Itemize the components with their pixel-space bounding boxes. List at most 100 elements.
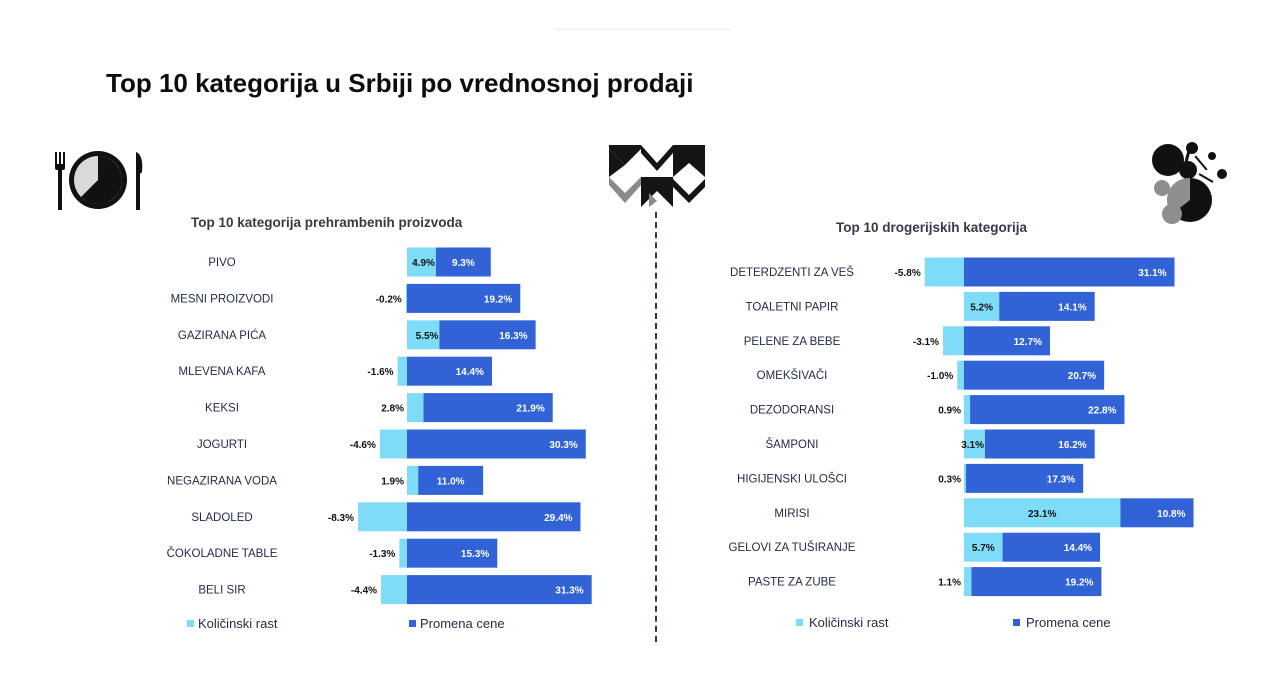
drugstore-chart-title: Top 10 drogerijskih kategorija bbox=[836, 220, 1028, 235]
food-price-bar bbox=[407, 283, 521, 313]
drug-volume-bar bbox=[964, 532, 1003, 562]
drug-volume-bar bbox=[964, 429, 985, 459]
drug-category-label: PELENE ZA BEBE bbox=[744, 336, 841, 348]
drug-volume-bar bbox=[964, 498, 1121, 528]
food-category-label: JOGURTI bbox=[197, 439, 247, 451]
drug-price-label: 10.8% bbox=[1157, 509, 1185, 520]
drug-volume-label: 3.1% bbox=[961, 440, 984, 451]
food-volume-label: 2.8% bbox=[381, 404, 404, 415]
drug-category-label: DETERDZENTI ZA VEŠ bbox=[730, 266, 854, 279]
food-price-bar bbox=[407, 356, 492, 386]
food-volume-label: 4.9% bbox=[412, 258, 435, 269]
food-price-bar bbox=[407, 502, 581, 532]
drug-price-bar bbox=[966, 463, 1084, 493]
drug-volume-bar bbox=[964, 463, 967, 493]
legend-label-volume: Količinski rast bbox=[198, 616, 278, 631]
drug-price-bar bbox=[964, 326, 1050, 356]
food-price-label: 29.4% bbox=[544, 513, 572, 524]
drug-price-bar bbox=[999, 291, 1095, 321]
food-volume-label: 1.9% bbox=[381, 476, 404, 487]
food-volume-label: -0.2% bbox=[376, 294, 402, 305]
charts-divider bbox=[655, 212, 657, 642]
drug-price-label: 19.2% bbox=[1065, 578, 1093, 589]
drug-price-bar bbox=[984, 429, 1095, 459]
food-category-label: NEGAZIRANA VODA bbox=[167, 475, 277, 487]
food-category-label: SLADOLED bbox=[191, 512, 252, 524]
food-legend-volume: Količinski rast bbox=[187, 616, 277, 631]
food-volume-bar bbox=[358, 502, 407, 532]
food-volume-label: -1.3% bbox=[369, 549, 395, 560]
food-legend-price: Promena cene bbox=[409, 616, 505, 631]
drug-category-label: GELOVI ZA TUŠIRANJE bbox=[729, 541, 856, 554]
drug-price-label: 17.3% bbox=[1047, 474, 1075, 485]
plate-fork-knife-icon bbox=[52, 150, 146, 217]
drug-volume-label: -5.8% bbox=[895, 268, 921, 279]
food-volume-label: 5.5% bbox=[416, 331, 439, 342]
drug-volume-label: -3.1% bbox=[913, 337, 939, 348]
food-category-label: KEKSI bbox=[205, 403, 239, 415]
food-price-label: 11.0% bbox=[437, 476, 465, 487]
food-price-bar bbox=[439, 320, 536, 350]
drug-category-label: TOALETNI PAPIR bbox=[746, 301, 839, 313]
drug-volume-label: 1.1% bbox=[938, 578, 961, 589]
drug-volume-label: 5.7% bbox=[972, 543, 995, 554]
drug-volume-bar bbox=[924, 257, 964, 287]
drug-volume-bar bbox=[964, 395, 971, 425]
drug-price-bar bbox=[1002, 532, 1101, 562]
food-price-label: 31.3% bbox=[555, 586, 583, 597]
page-title: Top 10 kategorija u Srbiji po vrednosnoj… bbox=[106, 68, 694, 98]
drug-price-bar bbox=[971, 567, 1102, 597]
food-price-label: 16.3% bbox=[499, 331, 527, 342]
food-price-bar bbox=[418, 465, 484, 495]
drug-price-label: 12.7% bbox=[1014, 337, 1042, 348]
food-volume-bar bbox=[407, 247, 436, 277]
food-category-label: GAZIRANA PIĆA bbox=[178, 329, 267, 342]
drug-category-label: OMEKŠIVAČI bbox=[757, 369, 828, 382]
drug-category-label: MIRISI bbox=[774, 508, 809, 520]
drug-volume-label: 0.9% bbox=[938, 406, 961, 417]
food-chart-title: Top 10 kategorija prehrambenih proizvoda bbox=[191, 215, 463, 230]
molecule-bubbles-icon bbox=[1150, 140, 1230, 233]
drug-price-label: 14.1% bbox=[1058, 302, 1086, 313]
food-volume-label: -8.3% bbox=[328, 513, 354, 524]
legend-label-price: Promena cene bbox=[420, 616, 505, 631]
food-volume-label: -4.6% bbox=[350, 440, 376, 451]
food-price-label: 30.3% bbox=[549, 440, 577, 451]
drug-volume-bar bbox=[943, 326, 964, 356]
drug-price-label: 16.2% bbox=[1058, 440, 1086, 451]
food-volume-bar bbox=[397, 356, 407, 386]
drug-category-label: HIGIJENSKI ULOŠCI bbox=[737, 472, 847, 485]
food-volume-bar bbox=[379, 429, 407, 459]
drug-volume-bar bbox=[964, 291, 1000, 321]
legend-label-volume: Količinski rast bbox=[809, 615, 889, 630]
drug-volume-label: 23.1% bbox=[1028, 509, 1056, 520]
drug-volume-label: 5.2% bbox=[970, 302, 993, 313]
food-volume-bar bbox=[407, 465, 419, 495]
food-volume-label: -1.6% bbox=[367, 367, 393, 378]
food-price-bar bbox=[407, 575, 592, 605]
food-volume-bar bbox=[407, 320, 440, 350]
legend-label-price: Promena cene bbox=[1026, 615, 1111, 630]
food-volume-bar bbox=[399, 538, 407, 568]
drug-price-bar bbox=[1120, 498, 1194, 528]
drug-price-label: 22.8% bbox=[1088, 406, 1116, 417]
food-price-label: 21.9% bbox=[516, 404, 544, 415]
drug-price-label: 14.4% bbox=[1064, 543, 1092, 554]
legend-swatch-volume bbox=[187, 620, 194, 627]
food-price-bar bbox=[407, 429, 586, 459]
food-price-label: 19.2% bbox=[484, 294, 512, 305]
legend-swatch-price bbox=[409, 620, 416, 627]
drug-legend-price: Promena cene bbox=[1013, 615, 1111, 630]
top-edge-shadow bbox=[555, 28, 730, 32]
food-volume-bar bbox=[407, 393, 424, 423]
drug-category-label: PASTE ZA ZUBE bbox=[748, 577, 836, 589]
food-volume-bar bbox=[381, 575, 407, 605]
drug-volume-label: 0.3% bbox=[938, 474, 961, 485]
food-price-label: 9.3% bbox=[452, 258, 475, 269]
food-category-label: MESNI PROIZVODI bbox=[171, 293, 274, 305]
food-volume-bar bbox=[405, 283, 407, 313]
drug-price-bar bbox=[964, 360, 1105, 390]
food-price-bar bbox=[407, 538, 498, 568]
drug-price-label: 20.7% bbox=[1068, 371, 1096, 382]
